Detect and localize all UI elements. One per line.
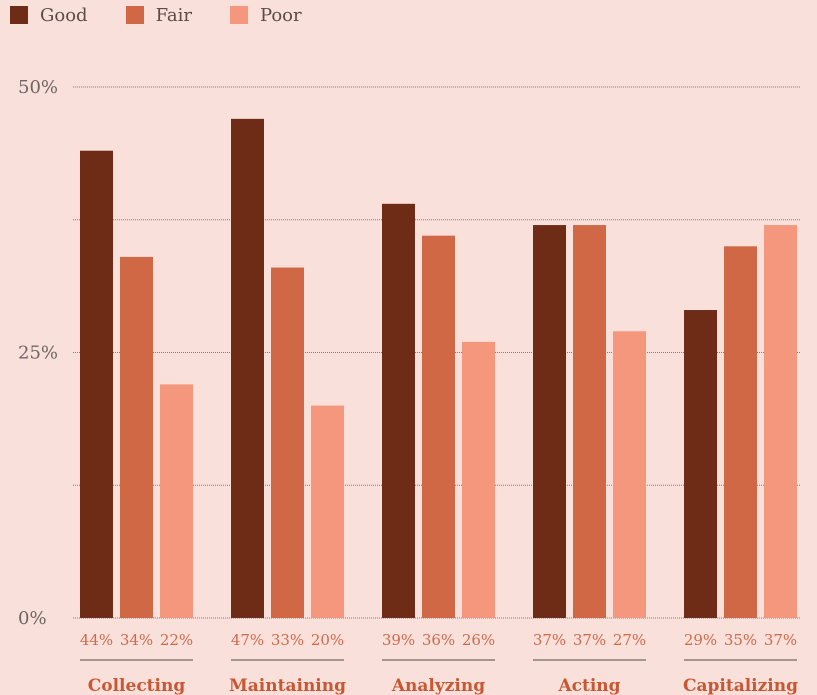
value-label: 44% <box>80 631 113 649</box>
legend-swatch-good <box>10 6 28 24</box>
legend-item-good: Good <box>10 5 88 26</box>
category-label: Acting <box>557 676 620 695</box>
bar-good <box>533 225 566 618</box>
value-label: 26% <box>462 631 495 649</box>
legend-label-fair: Fair <box>155 4 192 26</box>
bar-fair <box>271 267 304 618</box>
value-label: 33% <box>271 631 304 649</box>
y-tick-label: 0% <box>18 608 47 629</box>
y-tick-label: 50% <box>18 77 58 98</box>
legend-label-good: Good <box>40 4 88 26</box>
bar-good <box>684 310 717 618</box>
value-label: 35% <box>724 631 757 649</box>
value-label: 37% <box>764 631 797 649</box>
bar-poor <box>160 384 193 618</box>
bar-fair <box>120 256 153 618</box>
value-label: 34% <box>120 631 153 649</box>
bar-good <box>231 118 264 619</box>
bar-fair <box>724 246 757 619</box>
value-label: 39% <box>382 631 415 649</box>
value-label: 37% <box>533 631 566 649</box>
bar-good <box>382 203 415 618</box>
legend-item-poor: Poor <box>229 4 302 26</box>
bar-fair <box>422 235 455 618</box>
bar-fair <box>573 225 606 618</box>
value-label: 47% <box>231 631 264 649</box>
bar-good <box>80 150 113 618</box>
legend-swatch-poor <box>229 6 248 24</box>
value-label: 37% <box>573 631 606 649</box>
value-label: 22% <box>160 631 193 649</box>
legend-swatch-fair <box>125 6 144 24</box>
category-label: Maintaining <box>229 676 346 695</box>
legend-label-poor: Poor <box>259 4 302 26</box>
y-tick-label: 25% <box>18 343 58 364</box>
category-label: Analyzing <box>391 676 485 695</box>
value-label: 20% <box>311 631 344 649</box>
category-label: Capitalizing <box>683 676 798 695</box>
bar-poor <box>764 225 797 618</box>
chart-legend: Good Fair Poor <box>10 4 340 26</box>
legend-item-fair: Fair <box>125 4 192 26</box>
value-label: 36% <box>422 631 455 649</box>
bar-poor <box>311 405 344 618</box>
bar-poor <box>462 341 495 618</box>
value-label: 27% <box>613 631 646 649</box>
value-label: 29% <box>684 631 717 649</box>
category-label: Collecting <box>88 676 186 695</box>
bar-poor <box>613 331 646 618</box>
